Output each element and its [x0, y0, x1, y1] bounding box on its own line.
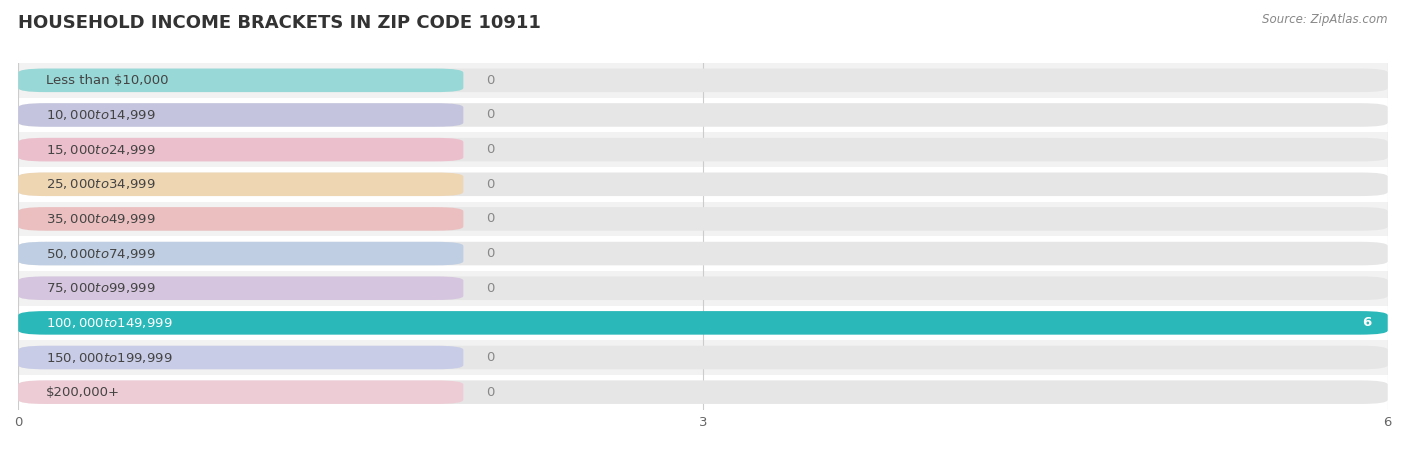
FancyBboxPatch shape [18, 380, 1388, 404]
FancyBboxPatch shape [18, 276, 1388, 300]
FancyBboxPatch shape [18, 103, 1388, 127]
FancyBboxPatch shape [18, 103, 464, 127]
Bar [18, 236, 1388, 271]
Text: 6: 6 [1362, 316, 1372, 329]
Bar [18, 202, 1388, 236]
Bar [18, 98, 1388, 132]
Text: 0: 0 [486, 351, 495, 364]
FancyBboxPatch shape [18, 311, 1388, 335]
Bar [18, 375, 1388, 410]
Text: $100,000 to $149,999: $100,000 to $149,999 [45, 316, 172, 330]
Text: 0: 0 [486, 74, 495, 87]
Text: $10,000 to $14,999: $10,000 to $14,999 [45, 108, 155, 122]
Bar [18, 132, 1388, 167]
Bar [18, 167, 1388, 202]
Text: $25,000 to $34,999: $25,000 to $34,999 [45, 177, 155, 191]
Text: 0: 0 [486, 282, 495, 295]
FancyBboxPatch shape [18, 380, 464, 404]
Text: HOUSEHOLD INCOME BRACKETS IN ZIP CODE 10911: HOUSEHOLD INCOME BRACKETS IN ZIP CODE 10… [18, 14, 541, 32]
Text: 0: 0 [486, 212, 495, 225]
FancyBboxPatch shape [18, 346, 1388, 369]
FancyBboxPatch shape [18, 207, 1388, 231]
FancyBboxPatch shape [18, 172, 1388, 196]
FancyBboxPatch shape [18, 242, 1388, 266]
Text: $50,000 to $74,999: $50,000 to $74,999 [45, 247, 155, 261]
Bar [18, 271, 1388, 306]
FancyBboxPatch shape [18, 68, 1388, 92]
Text: 0: 0 [486, 386, 495, 399]
FancyBboxPatch shape [18, 242, 464, 266]
Text: 0: 0 [486, 108, 495, 122]
Text: Source: ZipAtlas.com: Source: ZipAtlas.com [1263, 14, 1388, 27]
FancyBboxPatch shape [18, 346, 464, 369]
FancyBboxPatch shape [18, 276, 464, 300]
Text: 0: 0 [486, 143, 495, 156]
Bar [18, 63, 1388, 98]
Text: 0: 0 [486, 178, 495, 191]
Text: Less than $10,000: Less than $10,000 [45, 74, 169, 87]
FancyBboxPatch shape [18, 207, 464, 231]
Text: $15,000 to $24,999: $15,000 to $24,999 [45, 143, 155, 157]
Bar [18, 306, 1388, 340]
Text: $35,000 to $49,999: $35,000 to $49,999 [45, 212, 155, 226]
Bar [18, 340, 1388, 375]
FancyBboxPatch shape [18, 68, 464, 92]
FancyBboxPatch shape [18, 172, 464, 196]
Text: 0: 0 [486, 247, 495, 260]
Text: $200,000+: $200,000+ [45, 386, 120, 399]
Text: $150,000 to $199,999: $150,000 to $199,999 [45, 351, 172, 364]
FancyBboxPatch shape [18, 138, 464, 162]
Text: $75,000 to $99,999: $75,000 to $99,999 [45, 281, 155, 295]
FancyBboxPatch shape [18, 138, 1388, 162]
